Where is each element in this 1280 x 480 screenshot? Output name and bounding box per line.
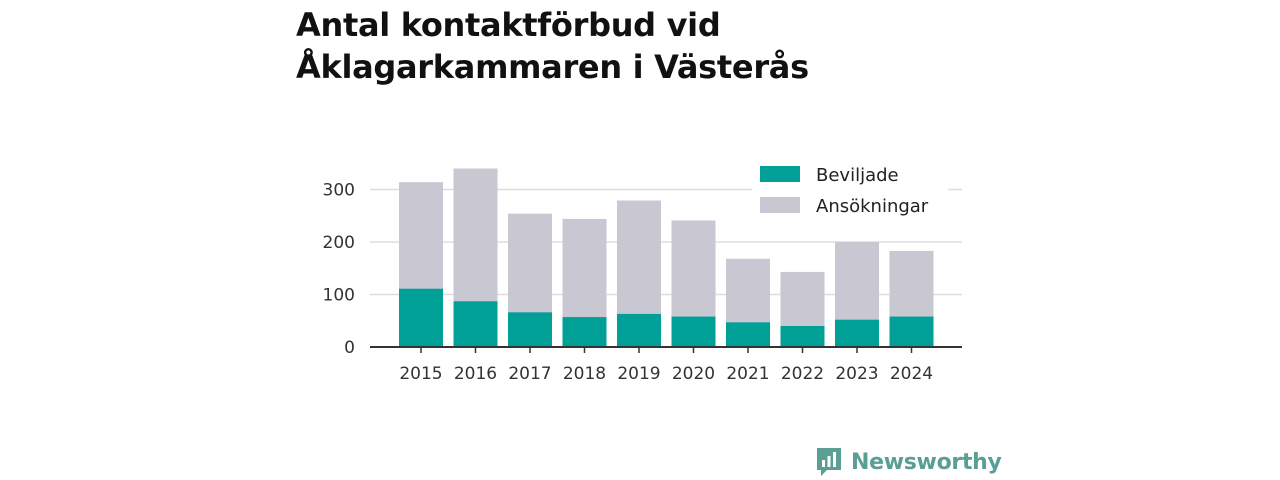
y-tick-label: 200: [323, 233, 355, 253]
newsworthy-brand: Newsworthy: [815, 446, 1002, 478]
bar-beviljade: [453, 301, 498, 347]
legend: Beviljade Ansökningar: [752, 156, 948, 220]
legend-swatch: [760, 166, 800, 182]
bar-beviljade: [835, 319, 879, 347]
brand-name: Newsworthy: [851, 449, 1002, 475]
bar-beviljade: [726, 322, 770, 347]
bar-beviljade: [617, 313, 661, 347]
y-tick-label: 300: [323, 181, 355, 201]
bar-beviljade: [562, 317, 607, 347]
bars: [399, 168, 934, 347]
x-tick-label: 2018: [563, 364, 606, 384]
x-tick-label: 2015: [399, 364, 442, 384]
bar-beviljade: [508, 312, 552, 347]
newsworthy-logo-icon: [817, 448, 841, 476]
legend-swatch: [760, 197, 800, 213]
y-tick-label: 100: [323, 286, 355, 306]
x-tick-label: 2019: [617, 364, 660, 384]
x-tick-label: 2022: [781, 364, 824, 384]
x-tick-label: 2024: [890, 364, 933, 384]
y-tick-label: 0: [344, 338, 355, 358]
x-tick-label: 2017: [508, 364, 551, 384]
bar-beviljade: [889, 316, 934, 347]
x-tick-label: 2023: [835, 364, 878, 384]
chart-title: Antal kontaktförbud vid Åklagarkammaren …: [296, 6, 809, 86]
x-tick-label: 2021: [726, 364, 769, 384]
x-tick-label: 2016: [454, 364, 497, 384]
legend-label: Beviljade: [816, 165, 899, 186]
bar-beviljade: [399, 288, 443, 347]
bar-beviljade: [780, 326, 825, 347]
legend-label: Ansökningar: [816, 196, 929, 217]
bar-beviljade: [671, 316, 716, 347]
axes: 0 100 200 300 2015 2016 2017 2018 2019 2020 2021 20…: [323, 181, 962, 384]
x-tick-label: 2020: [672, 364, 715, 384]
